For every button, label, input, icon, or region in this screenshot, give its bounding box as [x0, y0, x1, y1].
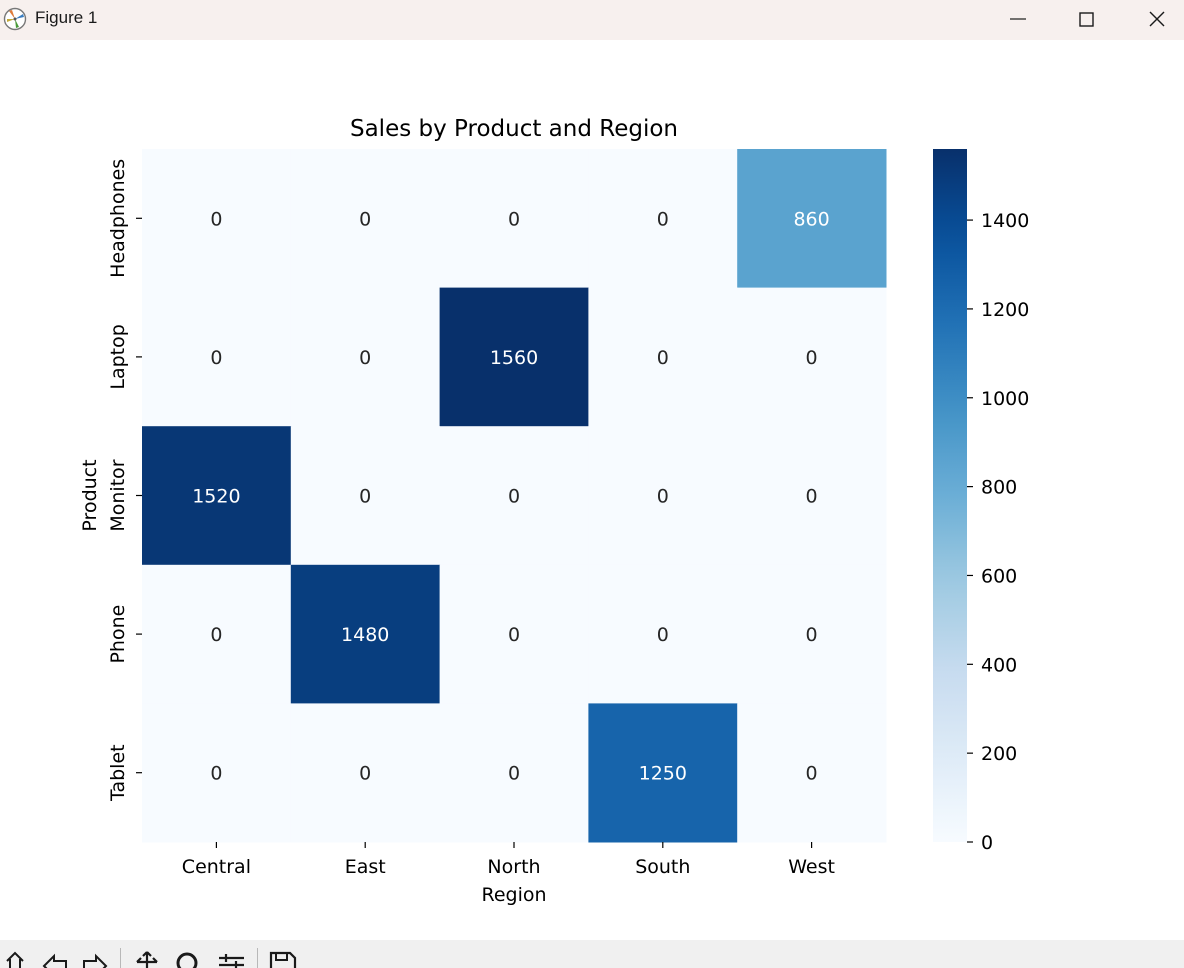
cell-annotation: 0	[806, 624, 818, 646]
close-icon	[1149, 11, 1165, 27]
colorbar-tick-label: 400	[981, 654, 1017, 676]
home-icon[interactable]	[4, 950, 26, 968]
close-button[interactable]	[1124, 0, 1184, 40]
cell-annotation: 0	[508, 486, 520, 508]
chart-title: Sales by Product and Region	[350, 116, 678, 142]
y-tick-label: Phone	[107, 605, 129, 664]
cell-annotation: 0	[508, 763, 520, 785]
heatmap-cell	[588, 703, 738, 843]
heatmap-cell	[439, 287, 589, 427]
x-tick-label: East	[345, 856, 386, 878]
cell-annotation: 0	[806, 763, 818, 785]
cell-annotation: 0	[657, 208, 669, 230]
heatmap-cell	[737, 149, 887, 289]
figure-canvas: Sales by Product and Region 0 0 0 0 860 0 0 1560…	[0, 40, 1184, 940]
x-tick-label: Central	[182, 856, 251, 878]
y-tick-label: Tablet	[107, 744, 129, 802]
colorbar-tick-label: 800	[981, 477, 1017, 499]
pan-icon[interactable]	[132, 950, 162, 968]
y-axis-label: Product	[79, 459, 101, 531]
cell-annotation: 0	[657, 347, 669, 369]
heatmap-cell	[737, 564, 887, 704]
heatmap-cell	[142, 287, 292, 427]
colorbar-tick-label: 0	[981, 832, 993, 854]
heatmap-cell	[439, 149, 589, 289]
matplotlib-app-icon	[3, 7, 27, 31]
y-tick-label: Laptop	[107, 324, 129, 389]
subplots-icon[interactable]	[216, 950, 246, 968]
back-icon[interactable]	[42, 950, 68, 968]
cell-annotation: 0	[210, 624, 222, 646]
colorbar-tick-label: 1000	[981, 388, 1029, 410]
maximize-button[interactable]	[1054, 0, 1120, 40]
cell-annotation: 0	[359, 486, 371, 508]
minimize-icon	[1010, 18, 1026, 20]
cell-annotation: 0	[359, 347, 371, 369]
zoom-icon[interactable]	[172, 950, 202, 968]
colorbar-tick-label: 600	[981, 565, 1017, 587]
x-tick-label: West	[788, 856, 835, 878]
navigation-toolbar	[0, 940, 1184, 968]
colorbar	[933, 149, 967, 842]
heatmap-cell	[290, 426, 441, 566]
heatmap-cell	[439, 426, 589, 566]
cell-annotation: 0	[508, 208, 520, 230]
heatmap-cell	[142, 564, 292, 704]
heatmap-cell	[439, 564, 589, 704]
cell-annotation: 0	[210, 208, 222, 230]
y-tick-label: Monitor	[107, 459, 129, 531]
cell-annotation: 0	[806, 347, 818, 369]
heatmap-cell	[290, 564, 441, 704]
x-tick-label: North	[487, 856, 540, 878]
cell-annotation: 1520	[192, 486, 240, 508]
save-icon[interactable]	[268, 950, 298, 968]
heatmap-cell	[290, 703, 441, 843]
heatmap-chart: Sales by Product and Region 0 0 0 0 860 0 0 1560…	[79, 116, 1029, 906]
y-tick-label: Headphones	[107, 159, 129, 278]
heatmap-cell	[588, 564, 738, 704]
cell-annotation: 0	[359, 763, 371, 785]
forward-icon[interactable]	[82, 950, 108, 968]
heatmap-cell	[588, 426, 738, 566]
cell-annotation: 0	[657, 486, 669, 508]
heatmap-cell	[142, 149, 292, 289]
cell-annotation: 1480	[341, 624, 389, 646]
cell-annotation: 1250	[639, 763, 687, 785]
minimize-button[interactable]	[985, 0, 1051, 40]
heatmap-cell	[737, 426, 887, 566]
cell-annotation: 1560	[490, 347, 538, 369]
colorbar-tick-label: 1400	[981, 210, 1029, 232]
heatmap-cell	[737, 703, 887, 843]
toolbar-separator	[257, 948, 258, 968]
colorbar-tick-label: 200	[981, 743, 1017, 765]
heatmap-cell	[439, 703, 589, 843]
cell-annotation: 0	[359, 208, 371, 230]
heatmap-cell	[290, 149, 441, 289]
x-axis-label: Region	[481, 884, 546, 906]
window-title: Figure 1	[35, 8, 98, 27]
cell-annotation: 860	[793, 208, 829, 230]
cell-annotation: 0	[210, 347, 222, 369]
colorbar-tick-label: 1200	[981, 299, 1029, 321]
heatmap-cell	[588, 287, 738, 427]
maximize-icon	[1079, 12, 1094, 27]
x-tick-label: South	[635, 856, 690, 878]
heatmap-cell	[142, 426, 292, 566]
cell-annotation: 0	[210, 763, 222, 785]
heatmap-cell	[737, 287, 887, 427]
cell-annotation: 0	[657, 624, 669, 646]
window-titlebar: Figure 1	[0, 0, 1184, 40]
heatmap-cell	[290, 287, 441, 427]
toolbar-separator	[120, 948, 121, 968]
heatmap-cell	[588, 149, 738, 289]
cell-annotation: 0	[806, 486, 818, 508]
cell-annotation: 0	[508, 624, 520, 646]
heatmap-cell	[142, 703, 292, 843]
